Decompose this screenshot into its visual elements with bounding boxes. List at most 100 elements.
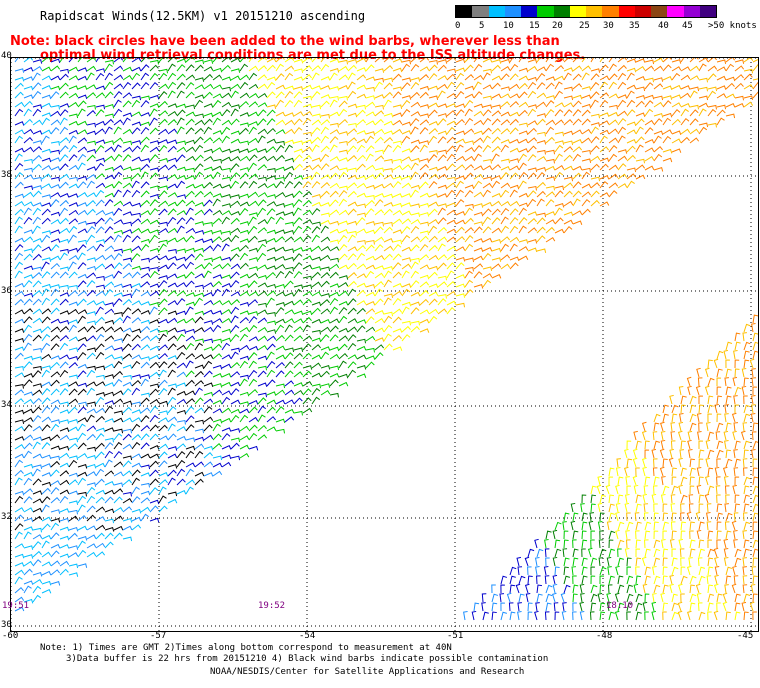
wind-barb <box>607 566 612 576</box>
wind-barb <box>527 172 537 180</box>
scale-swatch <box>699 6 716 17</box>
wind-barb <box>356 282 367 288</box>
wind-barb <box>302 181 312 189</box>
wind-barb <box>716 85 727 90</box>
wind-barb <box>86 104 96 110</box>
wind-barb <box>203 309 214 315</box>
wind-barb <box>248 445 259 451</box>
wind-barb <box>698 458 704 468</box>
wind-barb <box>311 85 322 90</box>
wind-barb <box>41 316 51 324</box>
wind-barb <box>122 81 132 90</box>
wind-barb <box>536 54 546 63</box>
wind-barb <box>239 316 249 324</box>
wind-barb <box>320 202 331 207</box>
wind-barb <box>687 385 692 396</box>
wind-barb <box>158 288 168 297</box>
wind-barb <box>14 514 24 522</box>
wind-barb <box>437 254 448 261</box>
wind-barb <box>714 574 719 585</box>
wind-barb <box>212 318 223 324</box>
wind-barb <box>617 602 625 612</box>
wind-barb <box>41 75 52 81</box>
wind-barb <box>752 386 757 396</box>
wind-barb <box>95 209 106 216</box>
wind-barb <box>14 129 25 135</box>
wind-barb <box>401 306 410 315</box>
wind-barb <box>266 183 277 189</box>
wind-barb <box>194 354 205 360</box>
wind-barb <box>158 185 169 190</box>
wind-barb <box>624 448 629 459</box>
wind-barb <box>338 100 348 108</box>
wind-barb <box>257 274 268 280</box>
wind-barb <box>248 378 258 387</box>
wind-barb <box>311 221 322 227</box>
wind-barb <box>625 530 630 540</box>
wind-barb <box>572 55 582 63</box>
wind-barb <box>266 369 276 378</box>
wind-barb <box>221 262 231 270</box>
wind-barb <box>140 472 151 477</box>
wind-barb <box>743 341 751 351</box>
wind-barb <box>167 237 178 243</box>
wind-barb <box>122 140 133 146</box>
wind-barb <box>302 397 312 405</box>
wind-barb <box>698 57 709 63</box>
wind-barb <box>410 244 420 252</box>
wind-barb <box>32 550 42 558</box>
wind-barb <box>131 212 142 218</box>
wind-barb <box>716 117 725 126</box>
wind-barb <box>581 494 587 504</box>
wind-barb <box>185 183 196 189</box>
wind-barb <box>230 194 241 199</box>
wind-barb <box>599 602 606 612</box>
wind-barb <box>500 111 511 117</box>
wind-barb <box>725 93 736 99</box>
wind-barb <box>59 193 70 198</box>
wind-barb <box>589 512 595 522</box>
wind-barb <box>275 140 285 146</box>
wind-barb <box>383 221 393 227</box>
wind-barb <box>686 376 692 387</box>
wind-barb <box>14 606 25 612</box>
wind-barb <box>419 289 429 297</box>
wind-barb <box>644 94 655 100</box>
wind-barb <box>23 417 34 423</box>
wind-barb <box>617 117 627 126</box>
wind-barb <box>68 532 78 540</box>
wind-barb <box>698 521 705 531</box>
wind-barb <box>437 154 447 162</box>
wind-barb <box>158 486 167 495</box>
wind-barb <box>311 171 320 180</box>
wind-barb <box>749 358 755 369</box>
wind-barb <box>733 467 739 477</box>
wind-barb <box>41 365 52 370</box>
wind-barb <box>671 118 681 126</box>
wind-barb <box>464 289 474 297</box>
wind-barb <box>554 140 565 145</box>
wind-barb <box>185 111 196 117</box>
wind-barb <box>86 352 96 360</box>
wind-barb <box>140 95 151 101</box>
wind-barb <box>149 453 160 459</box>
wind-barb <box>239 444 250 450</box>
wind-barb <box>104 405 114 414</box>
wind-barb <box>176 298 186 306</box>
wind-barb <box>257 243 267 252</box>
wind-barb <box>653 118 663 126</box>
wind-barb <box>446 290 457 297</box>
wind-barb <box>59 401 70 407</box>
wind-barb <box>742 422 748 432</box>
wind-barb <box>716 476 721 486</box>
wind-barb <box>482 57 493 63</box>
wind-barb <box>14 252 24 261</box>
wind-barb <box>59 535 70 541</box>
scale-swatch <box>667 6 684 17</box>
wind-barb <box>284 292 295 297</box>
wind-barb <box>689 65 700 72</box>
wind-barb <box>23 568 33 576</box>
wind-barb <box>302 65 313 72</box>
wind-barb <box>392 282 403 288</box>
wind-barb <box>77 153 87 162</box>
